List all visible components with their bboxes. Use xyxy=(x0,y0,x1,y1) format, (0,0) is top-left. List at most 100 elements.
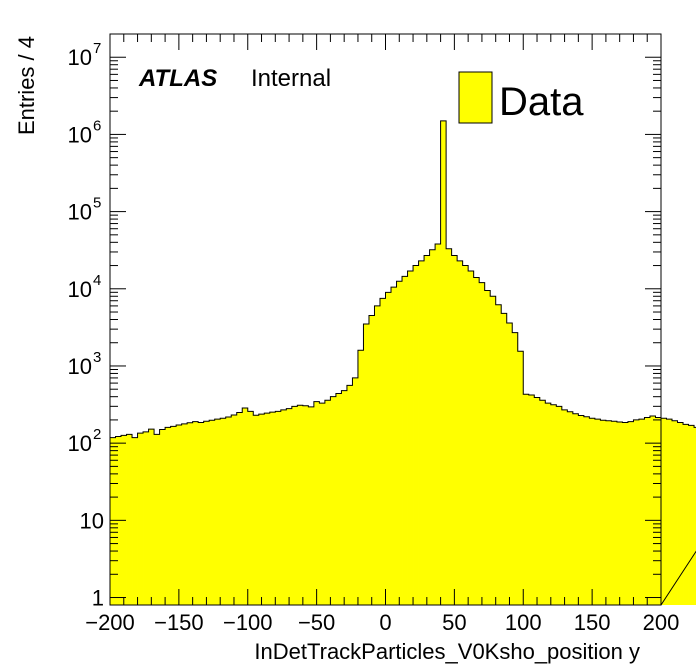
histogram-bin xyxy=(495,304,502,605)
y-tick-label: 10 xyxy=(68,431,92,456)
histogram-bin xyxy=(528,395,535,605)
histogram-bin xyxy=(148,429,155,605)
histogram-bin xyxy=(159,429,166,605)
histogram-bin xyxy=(413,265,419,605)
histogram-bin xyxy=(258,414,265,605)
y-tick-exponent: 6 xyxy=(93,117,101,134)
histogram-bin xyxy=(424,255,430,605)
histogram-bin xyxy=(132,437,138,605)
histogram-bin xyxy=(379,298,386,605)
legend: Data xyxy=(458,71,584,124)
histogram-bin xyxy=(594,419,601,605)
histogram-bin xyxy=(616,421,623,605)
histogram-bin xyxy=(523,394,530,605)
histogram-bin xyxy=(187,422,194,605)
histogram-bin xyxy=(363,323,370,605)
histogram-bin xyxy=(308,406,315,605)
y-tick-label: 10 xyxy=(68,354,92,379)
histogram-bin xyxy=(313,401,320,605)
histogram-bin xyxy=(407,270,414,605)
histogram-bin xyxy=(236,412,243,605)
histogram-bin xyxy=(198,422,205,605)
histogram-bin xyxy=(275,411,282,605)
histogram-bin xyxy=(247,411,254,605)
y-tick-label: 1 xyxy=(92,586,104,611)
legend-swatch xyxy=(458,71,493,124)
histogram-bin xyxy=(655,417,662,605)
histogram-bin xyxy=(479,282,486,605)
histogram-bin xyxy=(341,390,348,605)
histogram-bin xyxy=(297,405,304,605)
histogram-bin xyxy=(512,332,519,605)
y-tick-exponent: 7 xyxy=(93,40,101,57)
x-axis-title: InDetTrackParticles_V0Ksho_position y xyxy=(254,639,640,664)
histogram-bin xyxy=(501,313,508,605)
histogram-bin xyxy=(583,416,590,605)
histogram-bin xyxy=(506,323,513,605)
histogram-bin xyxy=(677,422,684,605)
histogram-bin xyxy=(550,404,557,605)
histogram-bin xyxy=(649,415,656,605)
histogram-bin xyxy=(539,400,546,605)
x-tick-label: −100 xyxy=(223,610,273,635)
histogram-bin xyxy=(556,406,563,605)
y-tick-label: 10 xyxy=(80,508,104,533)
histogram-bin xyxy=(209,420,216,605)
x-tick-label: 50 xyxy=(442,610,466,635)
histogram-outline xyxy=(109,120,696,606)
x-tick-label: −50 xyxy=(298,610,335,635)
y-axis-ticks xyxy=(110,33,661,599)
histogram-bin xyxy=(446,248,453,605)
histogram-bin xyxy=(633,419,640,605)
histogram-bin xyxy=(572,413,579,605)
histogram-bin xyxy=(457,260,464,605)
histogram-bin xyxy=(302,405,309,605)
histogram-bin xyxy=(368,315,375,605)
histogram-bin xyxy=(214,419,221,605)
histogram-bin xyxy=(126,434,133,605)
histogram-bin xyxy=(165,427,172,605)
histogram-bin xyxy=(192,421,199,605)
histogram-bin xyxy=(374,305,381,605)
y-tick-label: 10 xyxy=(68,122,92,147)
x-axis-ticks xyxy=(109,34,662,605)
histogram-bin xyxy=(220,418,227,605)
x-tick-label: 0 xyxy=(379,610,391,635)
histogram-bin xyxy=(627,421,634,605)
histogram-bin xyxy=(567,411,574,605)
histogram-bin xyxy=(357,350,364,605)
histogram-bin xyxy=(683,424,689,605)
y-tick-exponent: 3 xyxy=(93,349,101,366)
x-tick-label: 100 xyxy=(505,610,542,635)
histogram-bin xyxy=(661,418,667,605)
histogram-bin xyxy=(176,424,183,605)
histogram-bin xyxy=(517,351,524,605)
histogram-bin xyxy=(490,296,497,605)
histogram-bin xyxy=(644,417,651,605)
histogram-bin xyxy=(110,437,116,605)
x-tick-label: −200 xyxy=(85,610,135,635)
histogram-bin xyxy=(269,412,276,605)
y-tick-label: 10 xyxy=(68,200,92,225)
y-tick-exponent: 4 xyxy=(93,272,101,289)
histogram-bin xyxy=(418,260,425,605)
internal-label: Internal xyxy=(251,65,331,92)
x-tick-label: −150 xyxy=(154,610,204,635)
x-tick-label: 200 xyxy=(643,610,680,635)
histogram-bin xyxy=(561,409,568,605)
histogram-bin xyxy=(346,385,353,605)
y-tick-label: 10 xyxy=(68,45,92,70)
histogram-bin xyxy=(578,415,585,605)
histogram-bin xyxy=(688,425,695,605)
histogram-bin xyxy=(545,403,552,605)
histogram-bars xyxy=(110,120,696,606)
histogram-bin xyxy=(231,414,238,605)
histogram-bin xyxy=(396,281,403,605)
histogram-bin xyxy=(330,396,337,605)
histogram-bin xyxy=(154,434,160,605)
histogram-bin xyxy=(170,426,177,605)
histogram-bin xyxy=(335,393,342,605)
y-tick-exponent: 2 xyxy=(93,426,101,443)
